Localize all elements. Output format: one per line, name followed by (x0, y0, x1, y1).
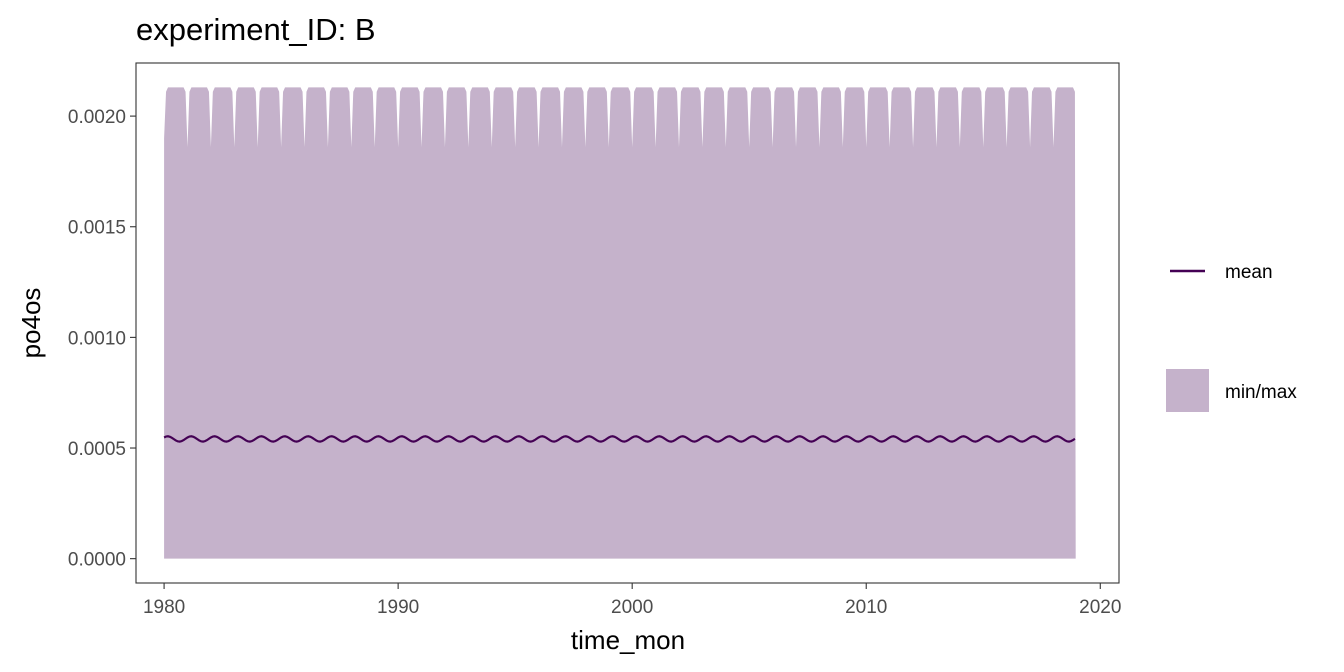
x-axis: 1980 1990 2000 2010 2020 (143, 583, 1121, 618)
y-axis-title: po4os (16, 288, 46, 359)
y-tick-label: 0.0005 (68, 439, 126, 460)
y-tick-label: 0.0015 (68, 218, 126, 239)
y-tick-label: 0.0020 (68, 107, 126, 128)
x-tick-label: 1990 (377, 597, 419, 618)
y-axis: 0.0000 0.0005 0.0010 0.0015 0.0020 (68, 107, 136, 571)
legend-minmax-label: min/max (1225, 382, 1297, 403)
x-tick-label: 2020 (1079, 597, 1121, 618)
legend: mean min/max (1166, 262, 1297, 412)
min-max-ribbon (164, 87, 1076, 559)
mean-line (163, 435, 1076, 443)
plot-panel-border (135, 62, 1120, 584)
x-tick-label: 2010 (845, 597, 887, 618)
plot-area (135, 62, 1120, 584)
x-tick-label: 2000 (611, 597, 653, 618)
chart-title: experiment_ID: B (136, 12, 376, 47)
legend-minmax-key (1166, 369, 1209, 412)
y-tick-label: 0.0010 (68, 328, 126, 349)
x-axis-title: time_mon (571, 625, 685, 655)
y-tick-label: 0.0000 (68, 550, 126, 571)
legend-mean-label: mean (1225, 262, 1273, 283)
x-tick-label: 1980 (143, 597, 185, 618)
